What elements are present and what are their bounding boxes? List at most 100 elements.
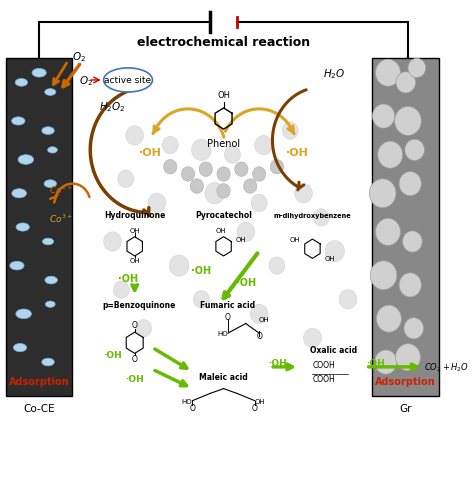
Circle shape [250, 304, 268, 324]
Ellipse shape [45, 90, 56, 96]
Text: Pyrocatechol: Pyrocatechol [195, 211, 252, 220]
Circle shape [303, 329, 321, 348]
Text: OH: OH [255, 398, 265, 404]
Text: $Co^{3+}$: $Co^{3+}$ [49, 212, 73, 224]
Circle shape [255, 136, 273, 155]
Circle shape [399, 273, 421, 297]
Text: $CO_2+H_2O$: $CO_2+H_2O$ [424, 361, 469, 373]
Bar [6, 59, 73, 396]
Circle shape [313, 209, 329, 227]
Circle shape [325, 241, 345, 262]
Text: COOH: COOH [312, 375, 335, 384]
Text: ·OH: ·OH [139, 148, 162, 158]
Text: $H_2O_2$: $H_2O_2$ [99, 100, 126, 114]
Text: Adsorption: Adsorption [9, 377, 70, 387]
Circle shape [295, 184, 312, 203]
Text: O: O [256, 332, 262, 340]
Text: $Co^{2+}$: $Co^{2+}$ [49, 183, 73, 195]
Text: OH: OH [129, 257, 140, 263]
Bar [373, 59, 439, 396]
Ellipse shape [11, 118, 25, 126]
Text: OH: OH [217, 91, 230, 100]
Text: ·OH: ·OH [103, 350, 122, 360]
Circle shape [169, 256, 189, 277]
Text: ·OH: ·OH [366, 358, 384, 367]
Text: Maleic acid: Maleic acid [199, 372, 248, 381]
Ellipse shape [44, 181, 56, 188]
Ellipse shape [13, 344, 27, 352]
Circle shape [190, 180, 203, 194]
Circle shape [126, 126, 144, 146]
Circle shape [136, 320, 152, 337]
Ellipse shape [47, 148, 57, 154]
Ellipse shape [10, 262, 24, 271]
Text: COOH: COOH [312, 360, 335, 369]
Text: O: O [225, 312, 231, 321]
Circle shape [113, 282, 129, 299]
Text: Adsorption: Adsorption [375, 377, 436, 387]
Ellipse shape [46, 302, 55, 308]
Text: m-dihydroxybenzene: m-dihydroxybenzene [273, 212, 351, 219]
Circle shape [374, 350, 397, 374]
Text: ·OH: ·OH [268, 358, 287, 367]
Text: HO: HO [218, 331, 228, 336]
Text: Oxalic acid: Oxalic acid [310, 346, 357, 355]
Ellipse shape [16, 224, 29, 232]
Ellipse shape [104, 69, 153, 93]
Circle shape [339, 290, 357, 309]
Circle shape [104, 232, 121, 252]
Ellipse shape [45, 277, 57, 284]
Circle shape [408, 59, 426, 78]
Text: ·OH: ·OH [236, 278, 256, 288]
Ellipse shape [43, 239, 54, 245]
Circle shape [370, 261, 397, 290]
Circle shape [217, 167, 230, 182]
Circle shape [199, 163, 212, 177]
Text: O: O [132, 320, 137, 330]
Text: Gr: Gr [400, 403, 412, 413]
Circle shape [162, 137, 178, 154]
Text: $H_2O$: $H_2O$ [323, 67, 346, 80]
Circle shape [270, 160, 283, 175]
Circle shape [217, 184, 230, 199]
Circle shape [251, 195, 267, 212]
Text: $O_2$: $O_2$ [79, 74, 93, 88]
Ellipse shape [32, 69, 46, 78]
Text: Hydroquinone: Hydroquinone [104, 211, 165, 220]
Circle shape [399, 172, 421, 197]
Text: Phenol: Phenol [207, 138, 240, 149]
Circle shape [282, 122, 298, 140]
Circle shape [396, 73, 416, 94]
Circle shape [405, 140, 424, 161]
Text: ·OH: ·OH [285, 148, 308, 158]
Circle shape [404, 318, 424, 339]
Ellipse shape [16, 309, 31, 319]
Text: O: O [132, 354, 137, 363]
Circle shape [402, 231, 422, 253]
Circle shape [225, 147, 240, 164]
Circle shape [269, 257, 285, 275]
Text: OH: OH [236, 237, 246, 242]
Circle shape [182, 167, 195, 182]
Text: OH: OH [325, 256, 336, 262]
Circle shape [164, 160, 177, 175]
Circle shape [193, 291, 210, 308]
Circle shape [191, 140, 211, 161]
Circle shape [395, 344, 420, 371]
Circle shape [253, 167, 266, 182]
Text: OH: OH [216, 227, 227, 233]
Text: ·OH: ·OH [191, 266, 211, 276]
Text: O: O [252, 404, 257, 412]
Text: OH: OH [129, 227, 140, 233]
Text: OH: OH [289, 237, 300, 242]
Text: active site: active site [104, 76, 152, 85]
Text: O: O [190, 404, 195, 412]
Circle shape [395, 107, 421, 136]
Circle shape [376, 305, 401, 333]
Text: $O_2$: $O_2$ [72, 50, 86, 63]
Ellipse shape [42, 359, 54, 366]
Circle shape [205, 183, 225, 204]
Circle shape [148, 194, 166, 213]
Text: ·OH: ·OH [118, 273, 138, 283]
Text: p=Benzoquinone: p=Benzoquinone [102, 300, 176, 309]
